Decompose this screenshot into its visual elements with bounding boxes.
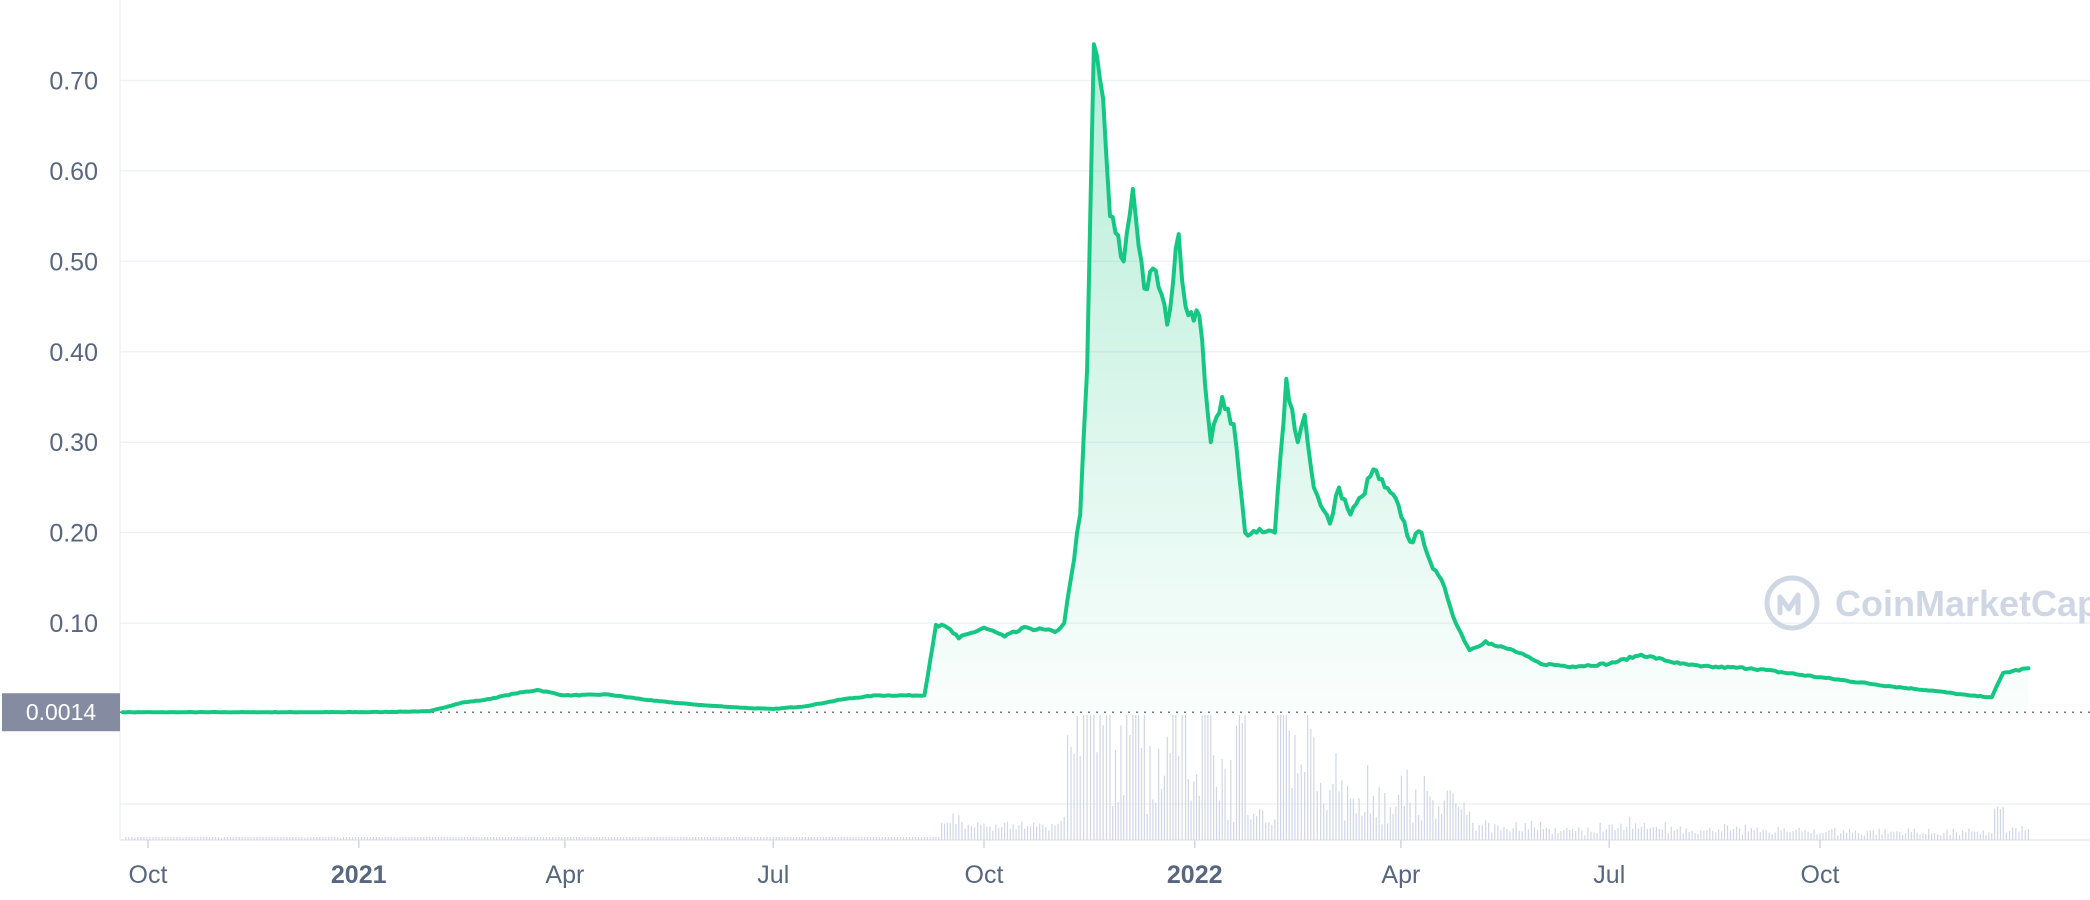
line-layer — [120, 42, 2031, 715]
x-tick-label: 2021 — [331, 861, 387, 889]
x-tick-label: Apr — [545, 861, 584, 889]
current-price-badge-bg — [2, 693, 120, 732]
x-tick-label: Apr — [1381, 861, 1420, 889]
y-tick-label: 0.20 — [49, 520, 98, 548]
price-area-fill — [122, 44, 2029, 713]
y-tick-label: 0.30 — [49, 429, 98, 457]
x-tick-label: Jul — [1593, 861, 1625, 889]
y-tick-label: 0.40 — [49, 339, 98, 367]
y-tick-label: 0.70 — [49, 68, 98, 96]
current-price-badge-text: 0.0014 — [26, 699, 97, 725]
x-tick-label: Oct — [1801, 861, 1840, 889]
coinmarketcap-watermark: CoinMarketCap — [1764, 575, 2090, 631]
coinmarketcap-logo-icon — [1764, 575, 1820, 631]
y-axis-ticks: 0.70 0.60 0.50 0.40 0.30 0.20 0.10 — [49, 68, 98, 639]
y-tick-label: 0.60 — [49, 158, 98, 186]
x-tick-label: Oct — [965, 861, 1004, 889]
x-tick-label: Jul — [757, 861, 789, 889]
current-price-badge: 0.0014 — [2, 693, 120, 732]
y-tick-label: 0.50 — [49, 248, 98, 276]
y-tick-label: 0.10 — [49, 610, 98, 638]
x-tick-label: Oct — [129, 861, 168, 889]
watermark-text: CoinMarketCap — [1835, 583, 2090, 624]
price-line — [120, 42, 2031, 715]
volume-layer — [125, 715, 2030, 840]
x-tick-label: 2022 — [1167, 861, 1223, 889]
x-axis-ticks: Oct 2021 Apr Jul Oct 2022 Apr Jul Oct — [129, 840, 1840, 889]
area-layer — [122, 44, 2029, 713]
